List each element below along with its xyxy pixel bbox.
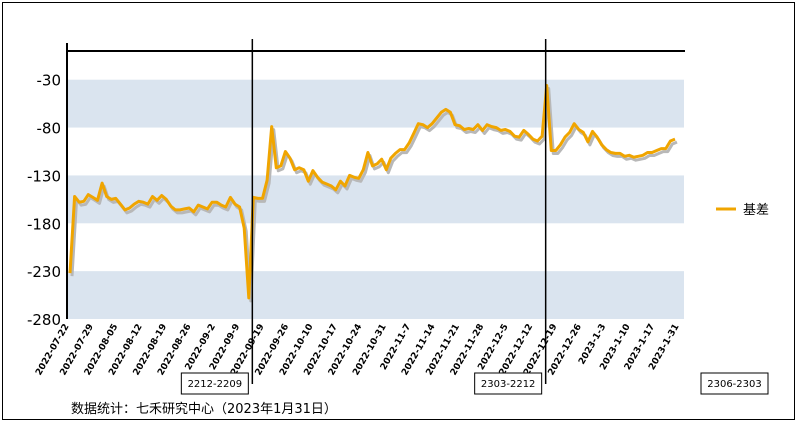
y-tick-label: -180: [27, 215, 61, 233]
marker-box: [180, 372, 249, 395]
line-chart: -30 -80 -130 -180 -230 -280 2022-07-222022-07…: [27, 39, 769, 417]
series-layer: [68, 84, 678, 303]
band-0: [67, 79, 684, 128]
marker-box: [474, 372, 543, 395]
x-axis-ticks: 2022-07-222022-07-292022-08-052022-08-12…: [34, 323, 681, 378]
legend-label: 基差: [743, 203, 769, 218]
y-tick-label: -80: [37, 120, 62, 138]
background-bands: [67, 79, 684, 319]
y-tick-label: -130: [27, 167, 61, 185]
axes: [66, 43, 685, 319]
band-2: [67, 271, 684, 319]
y-tick-label: -280: [27, 311, 61, 329]
series-line-jicha: [68, 84, 676, 300]
marker-box: [700, 372, 769, 395]
data-source-note: 数据统计：七禾研究中心（2023年1月31日）: [71, 402, 337, 417]
band-1: [67, 175, 684, 224]
y-tick-label: -30: [37, 72, 62, 90]
chart-frame: -30 -80 -130 -180 -230 -280 2022-07-22 2022-07…: [2, 2, 795, 420]
contract-roll-markers: 2212-2209 2303-2212 2306-2303: [180, 39, 769, 395]
marker-label: 2212-2209: [188, 379, 243, 390]
y-tick-label: -230: [27, 263, 61, 281]
y-axis-ticks: -30 -80 -130 -180 -230 -280: [27, 72, 61, 329]
legend: 基差: [716, 203, 769, 218]
marker-label: 2303-2212: [481, 379, 536, 390]
marker-label: 2306-2303: [707, 379, 762, 390]
